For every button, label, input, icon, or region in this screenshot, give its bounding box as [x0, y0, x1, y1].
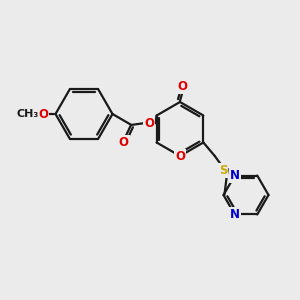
Text: N: N: [230, 208, 240, 221]
Text: O: O: [144, 117, 154, 130]
Text: O: O: [118, 136, 129, 149]
Text: O: O: [38, 107, 48, 121]
Text: O: O: [177, 80, 188, 94]
Text: S: S: [219, 164, 227, 177]
Text: CH₃: CH₃: [16, 109, 38, 119]
Text: N: N: [230, 169, 240, 182]
Text: O: O: [175, 149, 185, 163]
